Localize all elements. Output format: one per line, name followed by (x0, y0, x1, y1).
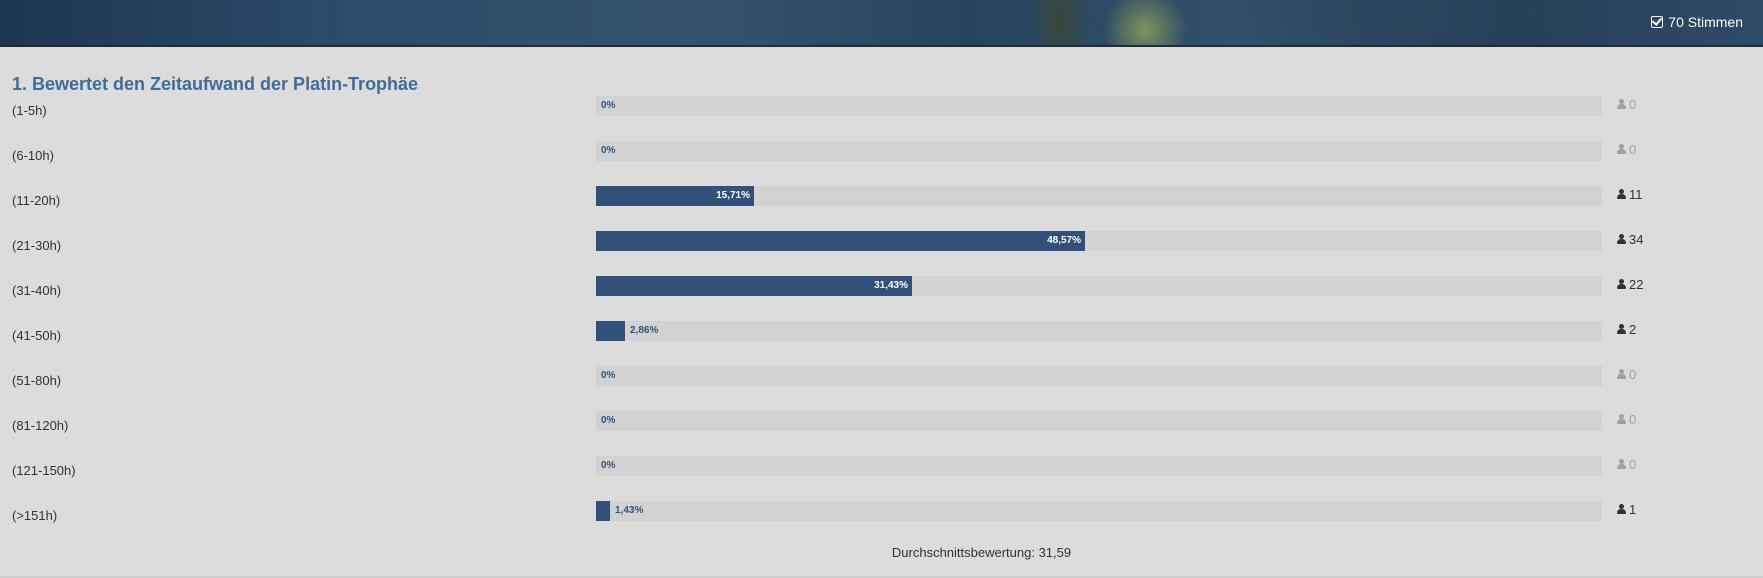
result-vote-count-value: 0 (1629, 367, 1637, 382)
result-bar-fill (596, 186, 754, 206)
result-vote-count-value: 0 (1629, 457, 1637, 472)
votes-count: 70 Stimmen (1651, 14, 1743, 30)
result-bar-fill (596, 501, 610, 521)
result-vote-count: 0 (1617, 457, 1636, 472)
votes-count-label: 70 Stimmen (1668, 14, 1743, 30)
result-bar-track: 0% (596, 366, 1602, 386)
result-vote-count: 0 (1617, 412, 1636, 427)
result-vote-count-value: 34 (1629, 232, 1644, 247)
result-vote-count-value: 0 (1629, 97, 1637, 112)
result-bar-track: 0% (596, 141, 1602, 161)
result-vote-count-value: 1 (1629, 502, 1637, 517)
result-bar-track: 15,71% (596, 186, 1602, 206)
poll-option: (41-50h) 2,86% 2 (0, 319, 1763, 364)
result-percent: 48,57% (1047, 235, 1081, 246)
poll-option-label: (121-150h) (12, 463, 76, 478)
poll-option-label: (>151h) (12, 508, 58, 523)
poll-option: (21-30h) 48,57% 34 (0, 229, 1763, 274)
result-percent: 0% (601, 100, 616, 111)
poll-option: (121-150h) 0% 0 (0, 454, 1763, 499)
result-bar-fill (596, 231, 1085, 251)
user-icon (1617, 414, 1626, 425)
result-vote-count: 22 (1617, 277, 1643, 292)
result-vote-count: 0 (1617, 142, 1636, 157)
poll-option-label: (1-5h) (12, 103, 47, 118)
result-bar-track: 2,86% (596, 321, 1602, 341)
result-bar-fill (596, 276, 912, 296)
result-vote-count: 34 (1617, 232, 1643, 247)
result-percent: 31,43% (874, 280, 908, 291)
poll-option: (1-5h) 0% 0 (0, 94, 1763, 139)
poll-option-label: (31-40h) (12, 283, 62, 298)
poll-option-label: (21-30h) (12, 238, 62, 253)
result-percent: 0% (601, 370, 616, 381)
header-banner: 70 Stimmen (0, 0, 1763, 47)
result-bar-track: 0% (596, 96, 1602, 116)
result-percent: 15,71% (716, 190, 750, 201)
result-percent: 2,86% (630, 325, 659, 336)
user-icon (1617, 189, 1626, 200)
poll-option-label: (51-80h) (12, 373, 62, 388)
result-bar-track: 1,43% (596, 501, 1602, 521)
result-vote-count-value: 22 (1629, 277, 1644, 292)
poll-option: (6-10h) 0% 0 (0, 139, 1763, 184)
result-percent: 0% (601, 415, 616, 426)
divider (0, 576, 1763, 578)
result-bar-track: 0% (596, 411, 1602, 431)
poll-option-label: (6-10h) (12, 148, 54, 163)
result-vote-count: 0 (1617, 367, 1636, 382)
user-icon (1617, 144, 1626, 155)
poll-option-label: (81-120h) (12, 418, 69, 433)
user-icon (1617, 369, 1626, 380)
result-vote-count: 2 (1617, 322, 1636, 337)
poll-option: (81-120h) 0% 0 (0, 409, 1763, 454)
result-vote-count-value: 0 (1629, 142, 1637, 157)
poll-option: (51-80h) 0% 0 (0, 364, 1763, 409)
result-vote-count: 1 (1617, 502, 1636, 517)
result-percent: 0% (601, 460, 616, 471)
poll-option-label: (41-50h) (12, 328, 62, 343)
check-square-icon (1651, 16, 1664, 28)
result-bar-fill (596, 321, 625, 341)
result-percent: 1,43% (615, 505, 644, 516)
result-bar-track: 48,57% (596, 231, 1602, 251)
result-vote-count: 0 (1617, 97, 1636, 112)
user-icon (1617, 279, 1626, 290)
result-vote-count-value: 11 (1629, 187, 1643, 202)
poll-option-label: (11-20h) (12, 193, 61, 208)
poll-option: (31-40h) 31,43% 22 (0, 274, 1763, 319)
average-rating: Durchschnittsbewertung: 31,59 (0, 545, 1763, 560)
user-icon (1617, 459, 1626, 470)
result-vote-count-value: 2 (1629, 322, 1637, 337)
result-percent: 0% (601, 145, 616, 156)
user-icon (1617, 234, 1626, 245)
result-vote-count: 11 (1617, 187, 1643, 202)
average-rating-label: Durchschnittsbewertung: 31,59 (891, 545, 1072, 560)
user-icon (1617, 504, 1626, 515)
result-vote-count-value: 0 (1629, 412, 1637, 427)
poll-option: (11-20h) 15,71% 11 (0, 184, 1763, 229)
user-icon (1617, 99, 1626, 110)
poll-question: 1. Bewertet den Zeitaufwand der Platin-T… (12, 74, 419, 94)
result-bar-track: 0% (596, 456, 1602, 476)
poll-option: (>151h) 1,43% 1 (0, 499, 1763, 544)
result-bar-track: 31,43% (596, 276, 1602, 296)
user-icon (1617, 324, 1626, 335)
